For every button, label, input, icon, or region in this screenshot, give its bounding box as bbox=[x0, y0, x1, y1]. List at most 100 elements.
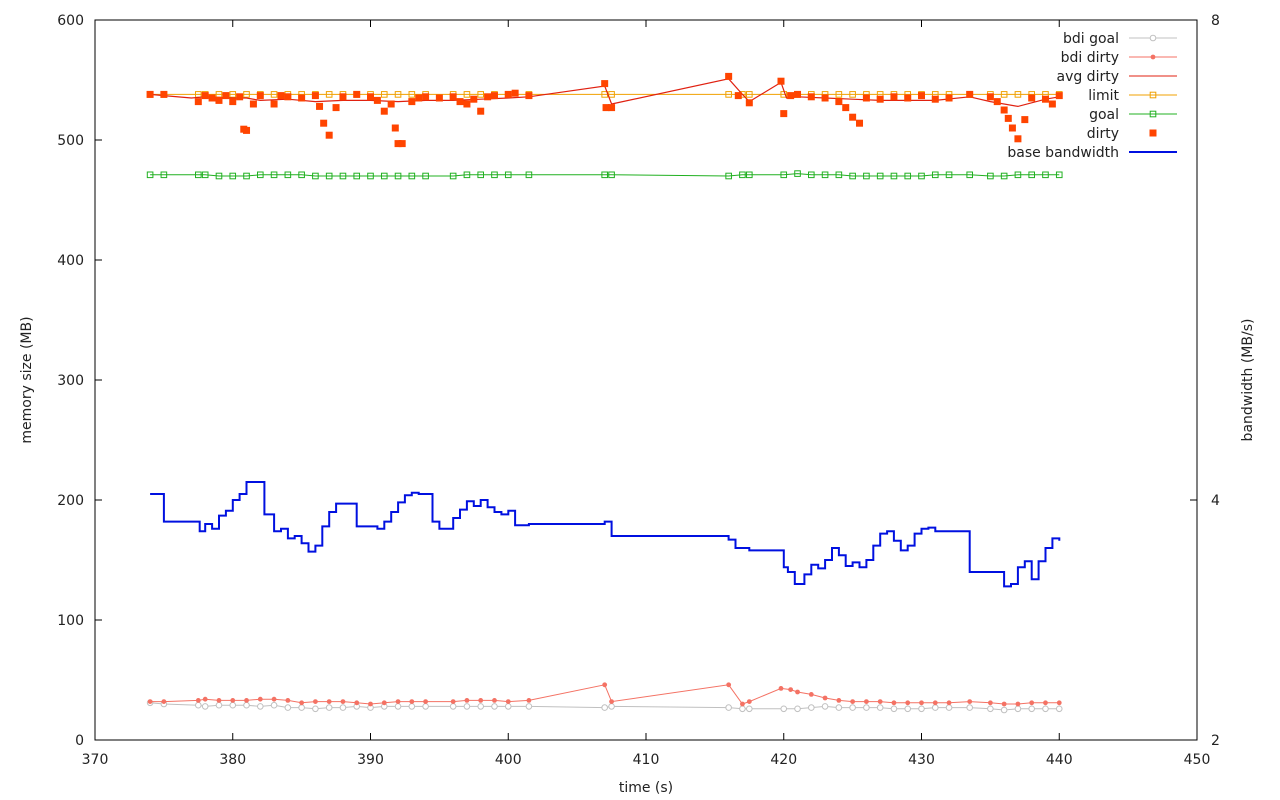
data-point-bdi-goal bbox=[312, 705, 319, 713]
data-point-limit bbox=[229, 91, 237, 98]
data-point-bdi-dirty bbox=[919, 700, 924, 706]
data-point-dirty bbox=[311, 92, 319, 100]
data-point-bdi-goal bbox=[808, 704, 815, 711]
x-axis-label: time (s) bbox=[619, 780, 673, 796]
data-point-bdi-goal bbox=[339, 704, 347, 711]
data-point-goal bbox=[746, 171, 753, 179]
y2-tick-label: 8 bbox=[1211, 13, 1220, 29]
data-point-dirty bbox=[1004, 114, 1012, 122]
data-point-dirty bbox=[525, 92, 533, 100]
data-point-bdi-dirty bbox=[726, 682, 732, 688]
data-point-bdi-dirty bbox=[526, 698, 532, 703]
data-point-dirty bbox=[794, 90, 802, 98]
data-point-bdi-dirty bbox=[244, 698, 249, 703]
data-point-bdi-dirty bbox=[602, 682, 608, 688]
data-point-limit bbox=[243, 91, 250, 98]
data-point-dirty bbox=[945, 94, 953, 102]
data-point-goal bbox=[408, 172, 416, 180]
y2-tick-label: 2 bbox=[1211, 733, 1220, 749]
data-point-bdi-dirty bbox=[423, 699, 428, 704]
data-point-goal bbox=[890, 172, 898, 180]
data-point-bdi-dirty bbox=[161, 699, 167, 704]
data-point-dirty bbox=[602, 104, 610, 112]
data-point-goal bbox=[608, 171, 615, 179]
series-line-bdi-dirty bbox=[150, 684, 1060, 705]
data-point-bdi-dirty bbox=[1056, 700, 1062, 706]
legend-label: limit bbox=[1088, 88, 1119, 104]
data-point-dirty bbox=[725, 72, 733, 80]
data-point-bdi-goal bbox=[477, 703, 485, 710]
data-point-dirty bbox=[398, 140, 406, 148]
legend-label: base bandwidth bbox=[1007, 145, 1119, 161]
data-point-bdi-goal bbox=[863, 704, 870, 711]
data-point-dirty bbox=[849, 113, 857, 121]
data-point-bdi-dirty bbox=[195, 698, 201, 703]
data-point-bdi-goal bbox=[243, 701, 250, 709]
data-point-bdi-goal bbox=[931, 704, 939, 711]
data-point-goal bbox=[229, 172, 237, 180]
data-point-dirty bbox=[993, 98, 1001, 106]
data-point-goal bbox=[863, 172, 870, 180]
data-point-dirty bbox=[320, 119, 328, 127]
data-point-goal bbox=[146, 171, 154, 179]
data-point-bdi-goal bbox=[463, 703, 471, 710]
series-group bbox=[146, 72, 1063, 714]
y2-tick-label: 4 bbox=[1211, 493, 1220, 509]
data-point-bdi-goal bbox=[739, 705, 746, 713]
data-point-dirty bbox=[449, 93, 457, 101]
data-point-limit bbox=[1000, 91, 1008, 98]
data-point-bdi-goal bbox=[987, 705, 994, 713]
data-point-goal bbox=[284, 171, 292, 179]
data-point-limit bbox=[1014, 91, 1022, 98]
data-point-dirty bbox=[325, 131, 333, 139]
data-point-goal bbox=[1055, 171, 1063, 179]
series-bdi-goal bbox=[146, 699, 1063, 714]
y-tick-label: 400 bbox=[57, 253, 84, 269]
data-point-dirty bbox=[160, 90, 168, 98]
data-point-dirty bbox=[787, 92, 795, 100]
data-point-bdi-dirty bbox=[609, 699, 614, 704]
data-point-goal bbox=[422, 172, 429, 180]
data-point-bdi-dirty bbox=[381, 700, 387, 706]
data-point-goal bbox=[394, 172, 402, 180]
data-point-bdi-dirty bbox=[967, 699, 973, 704]
legend-label: dirty bbox=[1087, 126, 1119, 142]
data-point-bdi-goal bbox=[794, 705, 801, 713]
data-point-bdi-goal bbox=[201, 703, 209, 710]
data-point-bdi-dirty bbox=[326, 699, 332, 704]
data-point-dirty bbox=[298, 94, 306, 102]
data-point-bdi-goal bbox=[422, 703, 429, 710]
data-point-bdi-goal bbox=[449, 703, 457, 710]
data-point-bdi-dirty bbox=[216, 698, 222, 703]
data-point-bdi-goal bbox=[945, 704, 953, 711]
x-tick-label: 370 bbox=[82, 752, 109, 768]
data-point-bdi-dirty bbox=[313, 699, 318, 704]
data-point-dirty bbox=[435, 94, 443, 102]
legend-item-dirty: dirty bbox=[1087, 126, 1157, 142]
data-point-dirty bbox=[986, 93, 994, 101]
data-point-limit bbox=[325, 91, 333, 98]
data-point-dirty bbox=[208, 94, 216, 102]
data-point-dirty bbox=[807, 93, 815, 101]
data-point-dirty bbox=[249, 100, 257, 108]
legend-item-bdi-goal: bdi goal bbox=[1063, 31, 1177, 47]
legend-item-bdi-dirty: bdi dirty bbox=[1061, 50, 1177, 66]
legend-label: goal bbox=[1089, 107, 1119, 123]
data-point-goal bbox=[195, 171, 202, 179]
x-tick-label: 380 bbox=[219, 752, 246, 768]
data-point-dirty bbox=[904, 94, 912, 102]
data-point-limit bbox=[394, 91, 402, 98]
data-point-bdi-dirty bbox=[740, 701, 745, 707]
data-point-bdi-dirty bbox=[147, 699, 153, 704]
data-point-limit bbox=[463, 91, 471, 98]
data-point-bdi-goal bbox=[1055, 705, 1063, 713]
data-point-bdi-goal bbox=[849, 704, 856, 711]
data-point-bdi-goal bbox=[918, 705, 925, 713]
y-tick-label: 500 bbox=[57, 133, 84, 149]
data-point-bdi-goal bbox=[608, 703, 615, 710]
data-point-bdi-dirty bbox=[905, 700, 911, 706]
data-point-bdi-goal bbox=[1028, 705, 1035, 713]
data-point-dirty bbox=[316, 102, 324, 110]
data-point-dirty bbox=[931, 95, 939, 103]
data-point-limit bbox=[477, 91, 484, 98]
